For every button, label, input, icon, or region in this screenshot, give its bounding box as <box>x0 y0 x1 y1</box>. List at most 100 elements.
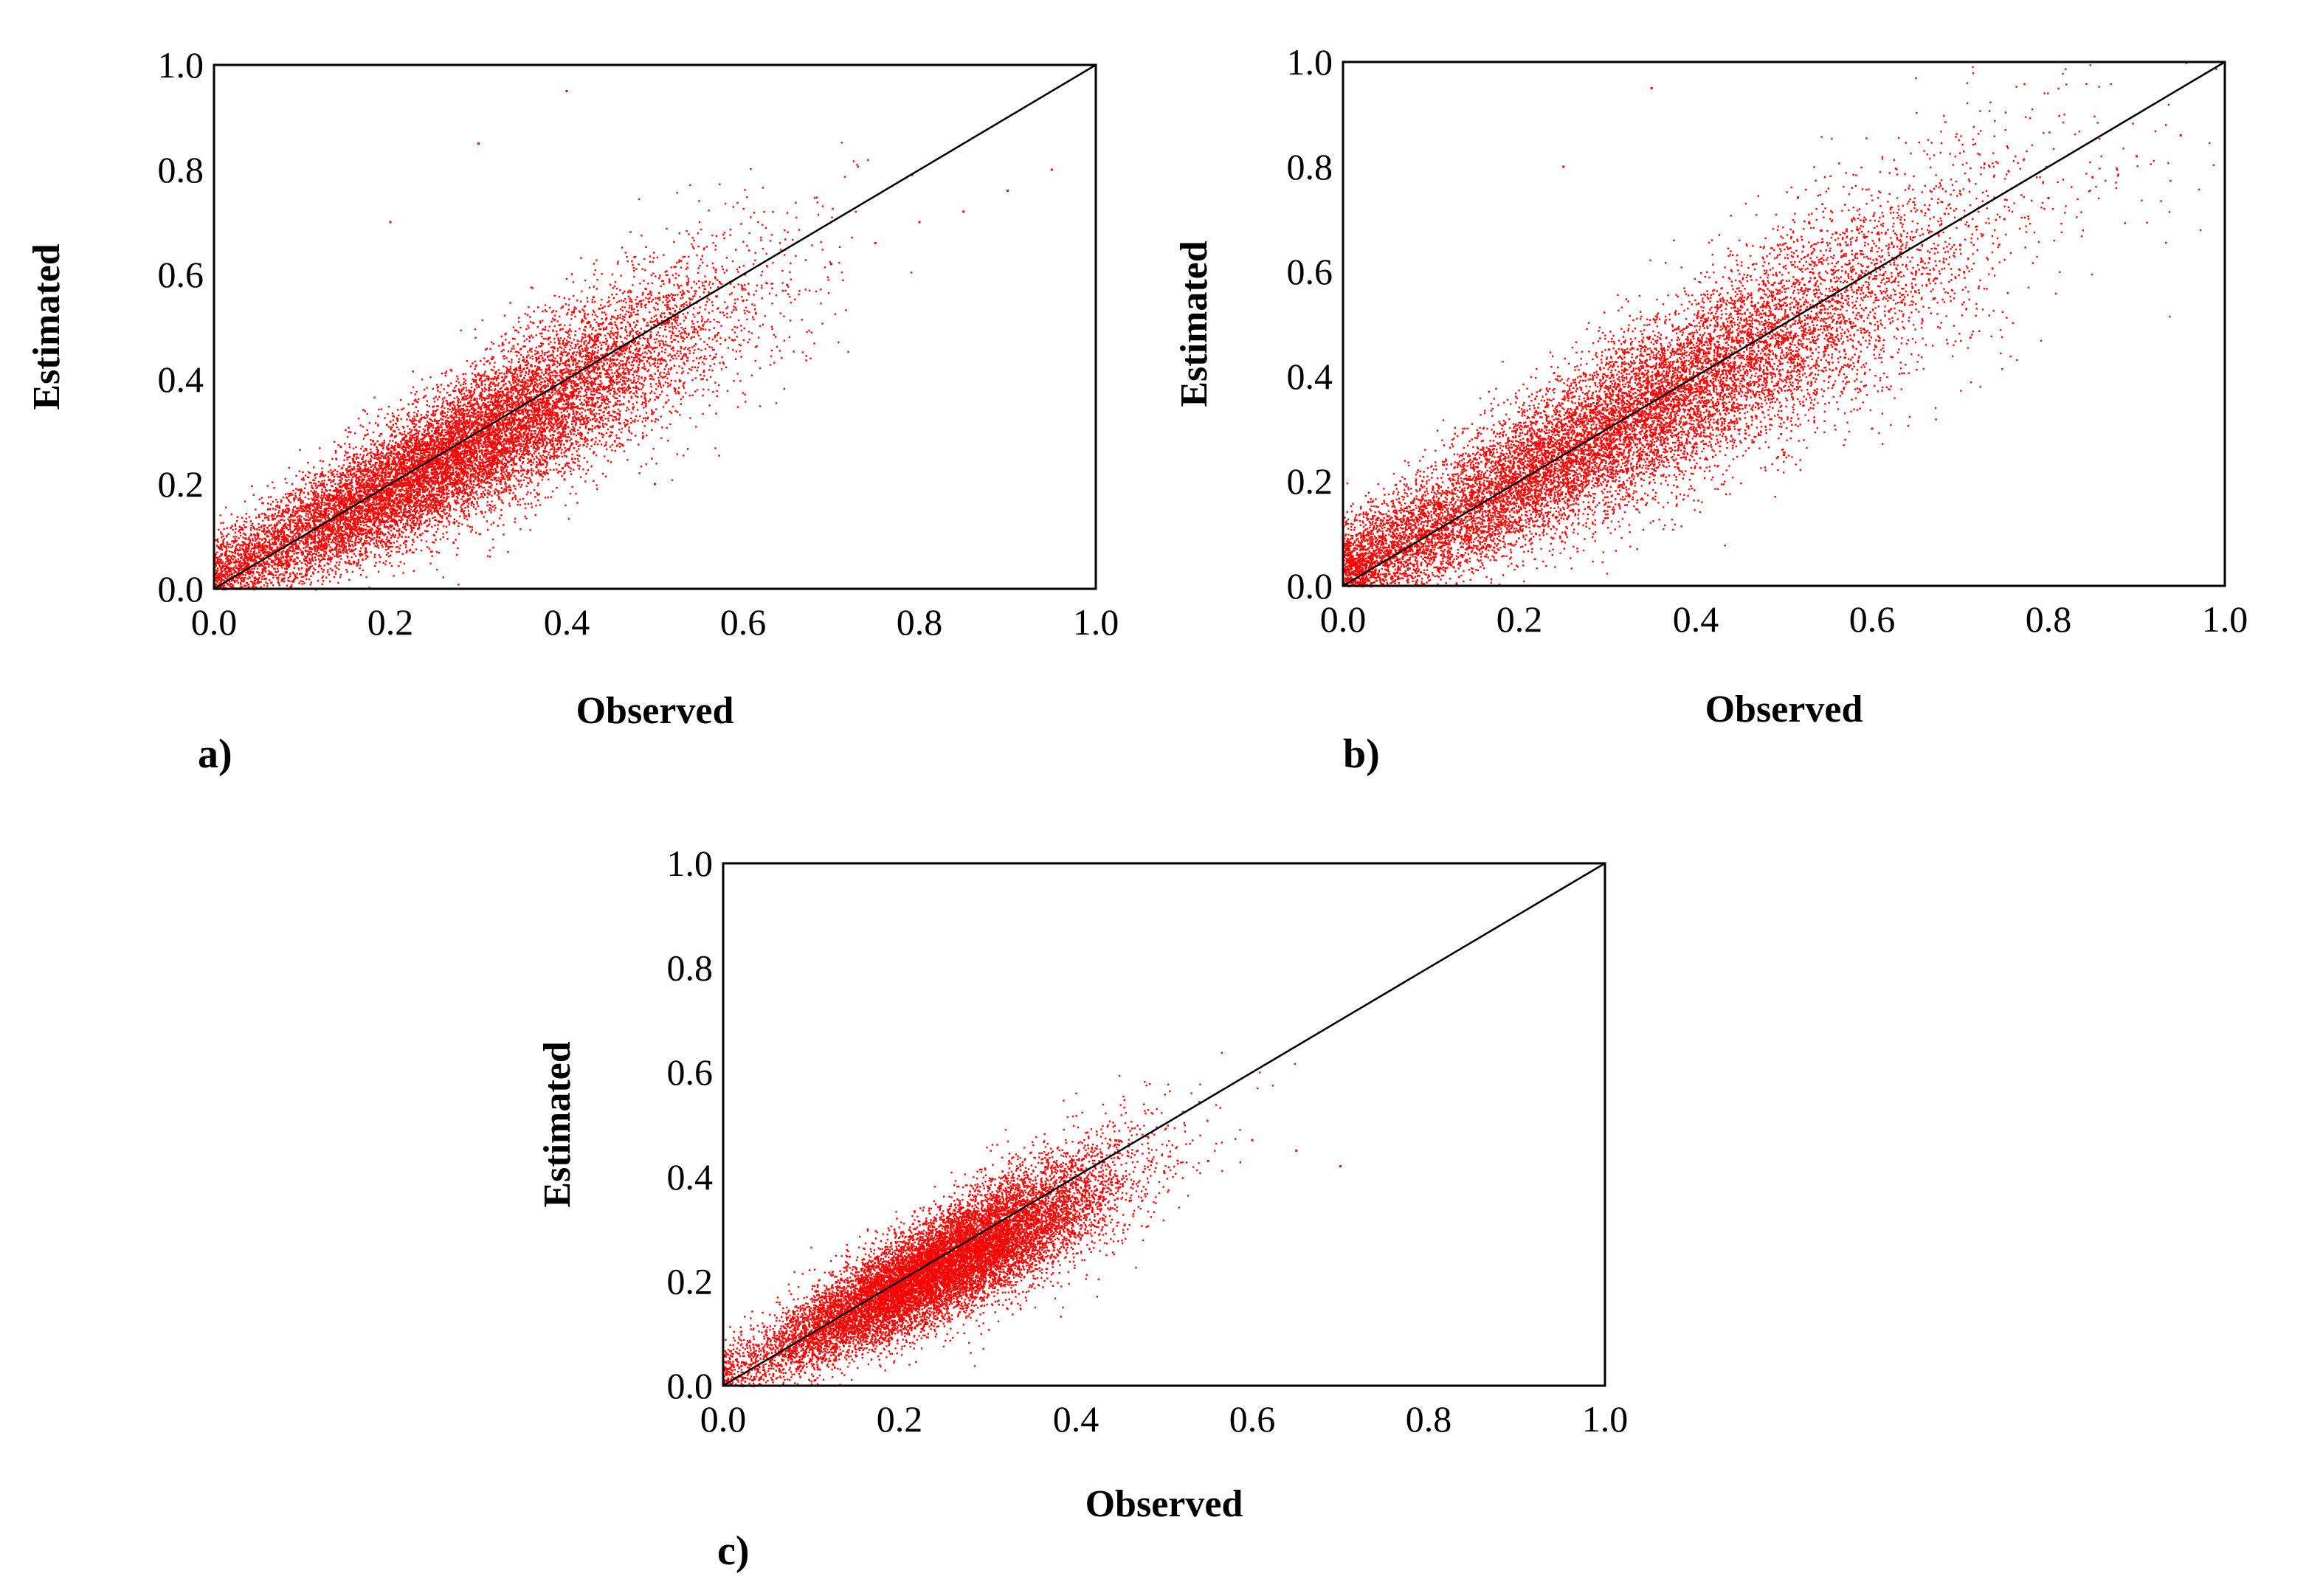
scatter-panel-b: 0.0 0.2 0.4 0.6 0.8 1.0 0.0 0.2 0.4 0.6 0.8 1.0 Ob… <box>1151 0 2306 782</box>
chart-b-point <box>2047 197 2050 200</box>
scatter-panel-c: 0.0 0.2 0.4 0.6 0.8 1.0 0.0 0.2 0.4 0.6 0.8 1.0 Ob… <box>509 797 1660 1592</box>
chart-a-point <box>565 90 568 92</box>
chart-b-y-tick-label: 0.8 <box>1287 146 1333 187</box>
chart-a-point <box>786 283 789 286</box>
chart-b-point <box>2136 155 2138 158</box>
chart-c-point <box>1163 1170 1165 1173</box>
chart-a-plot-frame <box>213 63 1097 590</box>
chart-a-y-tick-label: 0.0 <box>158 568 204 609</box>
chart-b-point <box>1915 270 1918 273</box>
chart-a-y-tick-label: 0.2 <box>158 463 204 505</box>
chart-a-point-cloud <box>214 142 914 591</box>
chart-c-x-ticks: 0.0 0.2 0.4 0.6 0.8 1.0 <box>700 1398 1629 1440</box>
chart-b-point <box>1606 438 1609 441</box>
chart-b-point <box>2091 176 2094 179</box>
chart-b-point <box>1959 244 1961 246</box>
chart-b-point <box>1562 165 1565 168</box>
chart-b-x-tick-label: 1.0 <box>2202 598 2248 640</box>
chart-a-point <box>389 221 392 224</box>
scatter-panel-a: 0.0 0.2 0.4 0.6 0.8 1.0 0.0 0.2 0.4 0.6 0.8 1.0 Ob… <box>0 0 1166 782</box>
chart-c-point <box>987 1243 989 1246</box>
chart-a-point <box>548 410 550 412</box>
chart-b-point <box>1650 417 1653 420</box>
chart-c-point-cloud <box>723 1051 1297 1388</box>
chart-c-y-tick-label: 0.8 <box>667 947 714 989</box>
chart-c-y-tick-label: 0.2 <box>667 1260 714 1302</box>
chart-a-point <box>283 535 286 538</box>
chart-a-point <box>830 263 832 266</box>
chart-b-point <box>1871 291 1874 294</box>
chart-a-panel-label: a) <box>198 731 232 777</box>
chart-a-x-tick-label: 0.0 <box>191 601 238 643</box>
chart-c-reference-line <box>722 862 1606 1387</box>
chart-c-point <box>1074 1201 1077 1204</box>
chart-a-x-tick-label: 0.8 <box>897 601 943 643</box>
chart-c-panel-label: c) <box>717 1528 750 1574</box>
chart-c-x-tick-label: 0.8 <box>1406 1398 1452 1440</box>
chart-a-point <box>654 346 656 349</box>
chart-c-y-tick-label: 0.4 <box>667 1156 714 1198</box>
chart-b-x-tick-label: 0.2 <box>1497 598 1543 640</box>
chart-b-y-axis-title: Estimated <box>1173 241 1215 407</box>
chart-c-point <box>942 1269 945 1272</box>
chart-b-x-axis-title: Observed <box>1705 688 1863 730</box>
chart-c-point <box>1206 1160 1209 1163</box>
chart-a-reference-line <box>213 63 1097 590</box>
chart-a-y-ticks: 0.0 0.2 0.4 0.6 0.8 1.0 <box>158 44 204 609</box>
chart-b-svg: 0.0 0.2 0.4 0.6 0.8 1.0 0.0 0.2 0.4 0.6 0.8 1.0 Ob… <box>1173 41 2248 777</box>
chart-c-x-tick-label: 0.0 <box>700 1398 747 1440</box>
chart-c-x-axis-title: Observed <box>1085 1483 1243 1525</box>
chart-a-point <box>477 142 480 145</box>
chart-b-point <box>1386 553 1389 556</box>
chart-c-y-axis-title: Estimated <box>536 1041 579 1207</box>
chart-b-y-ticks: 0.0 0.2 0.4 0.6 0.8 1.0 <box>1287 41 1333 607</box>
chart-c-point <box>898 1285 901 1288</box>
chart-b-x-ticks: 0.0 0.2 0.4 0.6 0.8 1.0 <box>1320 598 2248 640</box>
chart-c-svg: 0.0 0.2 0.4 0.6 0.8 1.0 0.0 0.2 0.4 0.6 0.8 1.0 Ob… <box>536 843 1629 1574</box>
chart-c-point <box>1030 1223 1033 1226</box>
chart-c-x-tick-label: 1.0 <box>1582 1398 1629 1440</box>
chart-b-point <box>1783 454 1785 456</box>
chart-b-point <box>2003 218 2006 221</box>
chart-a-point <box>918 221 921 224</box>
chart-c-y-tick-label: 0.0 <box>667 1365 714 1406</box>
chart-c-y-ticks: 0.0 0.2 0.4 0.6 0.8 1.0 <box>667 843 714 1406</box>
chart-c-point <box>1004 1233 1007 1236</box>
chart-b-panel-label: b) <box>1343 731 1380 777</box>
chart-a-point <box>301 525 303 528</box>
chart-a-point <box>962 210 965 213</box>
chart-b-point <box>1650 87 1653 89</box>
chart-a-point <box>565 398 568 401</box>
chart-c-point <box>1251 1139 1254 1141</box>
chart-b-point <box>1871 427 1874 430</box>
chart-a-point <box>433 467 436 470</box>
chart-a-point <box>503 430 506 433</box>
chart-b-y-tick-label: 1.0 <box>1287 41 1333 83</box>
chart-b-y-tick-label: 0.2 <box>1287 460 1333 502</box>
chart-c-point <box>916 1279 919 1282</box>
chart-a-y-tick-label: 1.0 <box>158 44 204 86</box>
chart-c-point <box>1092 1196 1095 1199</box>
chart-b-point <box>1518 490 1521 493</box>
chart-a-x-axis-title: Observed <box>576 690 734 732</box>
chart-b-point <box>1783 338 1785 341</box>
chart-a-point <box>460 451 463 454</box>
chart-a-point <box>697 325 700 328</box>
chart-b-y-tick-label: 0.0 <box>1287 565 1333 607</box>
chart-b-y-tick-label: 0.4 <box>1287 356 1333 397</box>
chart-a-point <box>477 441 480 443</box>
chart-c-x-tick-label: 0.6 <box>1229 1398 1276 1440</box>
chart-c-point <box>1057 1212 1060 1215</box>
chart-a-x-tick-label: 0.6 <box>720 601 767 643</box>
chart-a-y-axis-title: Estimated <box>26 243 68 410</box>
chart-c-y-tick-label: 0.6 <box>667 1051 714 1093</box>
chart-b-reference-line <box>1342 61 2226 587</box>
chart-b-point <box>1474 511 1477 514</box>
chart-a-point <box>1050 168 1053 171</box>
chart-c-point <box>854 1311 857 1314</box>
chart-c-point <box>1119 1186 1122 1189</box>
chart-a-point <box>407 477 410 480</box>
chart-a-point <box>521 420 524 423</box>
chart-b-x-tick-label: 0.0 <box>1320 598 1367 640</box>
chart-b-x-tick-label: 0.4 <box>1673 598 1719 640</box>
